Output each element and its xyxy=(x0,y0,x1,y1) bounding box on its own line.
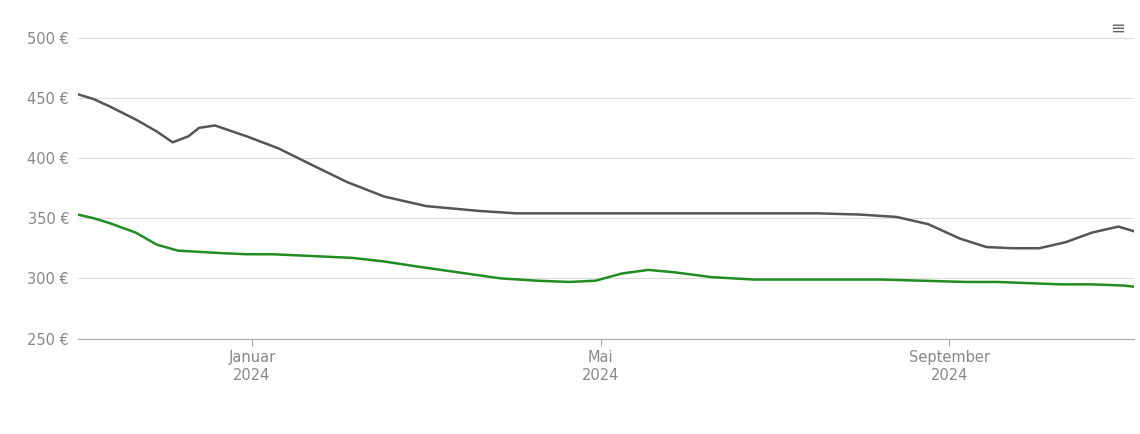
Sackware xyxy=(1059,240,1073,245)
Sackware xyxy=(165,140,179,145)
lose Ware xyxy=(319,254,333,259)
Text: ≡: ≡ xyxy=(1110,20,1125,37)
lose Ware xyxy=(642,267,656,273)
Sackware xyxy=(472,208,486,214)
Sackware xyxy=(150,129,164,134)
lose Ware xyxy=(451,270,465,275)
lose Ware xyxy=(562,279,576,285)
Sackware xyxy=(726,211,740,216)
Sackware xyxy=(768,211,782,216)
Sackware xyxy=(239,134,253,139)
lose Ware xyxy=(1117,283,1131,288)
Sackware xyxy=(921,222,935,227)
lose Ware xyxy=(1127,284,1140,289)
lose Ware xyxy=(87,216,100,221)
Sackware xyxy=(889,214,903,220)
Line: Sackware: Sackware xyxy=(78,94,1134,248)
Sackware xyxy=(542,211,555,216)
lose Ware xyxy=(71,212,84,217)
Sackware xyxy=(181,134,195,139)
lose Ware xyxy=(293,253,307,258)
lose Ware xyxy=(129,230,142,235)
Sackware xyxy=(87,96,100,102)
Sackware xyxy=(1085,230,1099,235)
Sackware xyxy=(853,212,866,217)
lose Ware xyxy=(789,277,803,282)
lose Ware xyxy=(103,220,116,226)
lose Ware xyxy=(409,264,423,269)
lose Ware xyxy=(530,278,544,283)
lose Ware xyxy=(193,249,206,254)
Sackware xyxy=(600,211,613,216)
lose Ware xyxy=(831,277,845,282)
lose Ware xyxy=(874,277,888,282)
Sackware xyxy=(1033,246,1047,251)
Sackware xyxy=(568,211,581,216)
lose Ware xyxy=(266,252,279,257)
Sackware xyxy=(129,117,142,122)
Sackware xyxy=(979,244,993,250)
Sackware xyxy=(103,104,116,109)
lose Ware xyxy=(377,259,391,264)
Sackware xyxy=(642,211,656,216)
Sackware xyxy=(271,146,285,151)
Sackware xyxy=(340,179,353,184)
Sackware xyxy=(510,211,523,216)
Sackware xyxy=(1005,246,1019,251)
Sackware xyxy=(1127,229,1140,234)
Sackware xyxy=(811,211,824,216)
Sackware xyxy=(303,161,317,167)
lose Ware xyxy=(1053,282,1067,287)
lose Ware xyxy=(171,248,185,253)
lose Ware xyxy=(150,242,164,247)
lose Ware xyxy=(705,275,718,280)
lose Ware xyxy=(668,270,682,275)
lose Ware xyxy=(959,279,972,285)
Sackware xyxy=(684,211,698,216)
Sackware xyxy=(1112,224,1125,229)
lose Ware xyxy=(614,271,628,276)
Sackware xyxy=(193,125,206,131)
Sackware xyxy=(209,123,222,128)
lose Ware xyxy=(239,252,253,257)
lose Ware xyxy=(213,250,227,256)
lose Ware xyxy=(588,278,602,283)
lose Ware xyxy=(345,255,359,260)
lose Ware xyxy=(1021,280,1035,286)
Sackware xyxy=(71,92,84,97)
lose Ware xyxy=(917,278,930,283)
lose Ware xyxy=(747,277,760,282)
Sackware xyxy=(377,194,391,199)
Line: lose Ware: lose Ware xyxy=(78,214,1134,287)
lose Ware xyxy=(494,276,507,281)
Sackware xyxy=(953,236,967,241)
lose Ware xyxy=(990,279,1003,285)
Sackware xyxy=(420,204,433,209)
lose Ware xyxy=(1085,282,1099,287)
